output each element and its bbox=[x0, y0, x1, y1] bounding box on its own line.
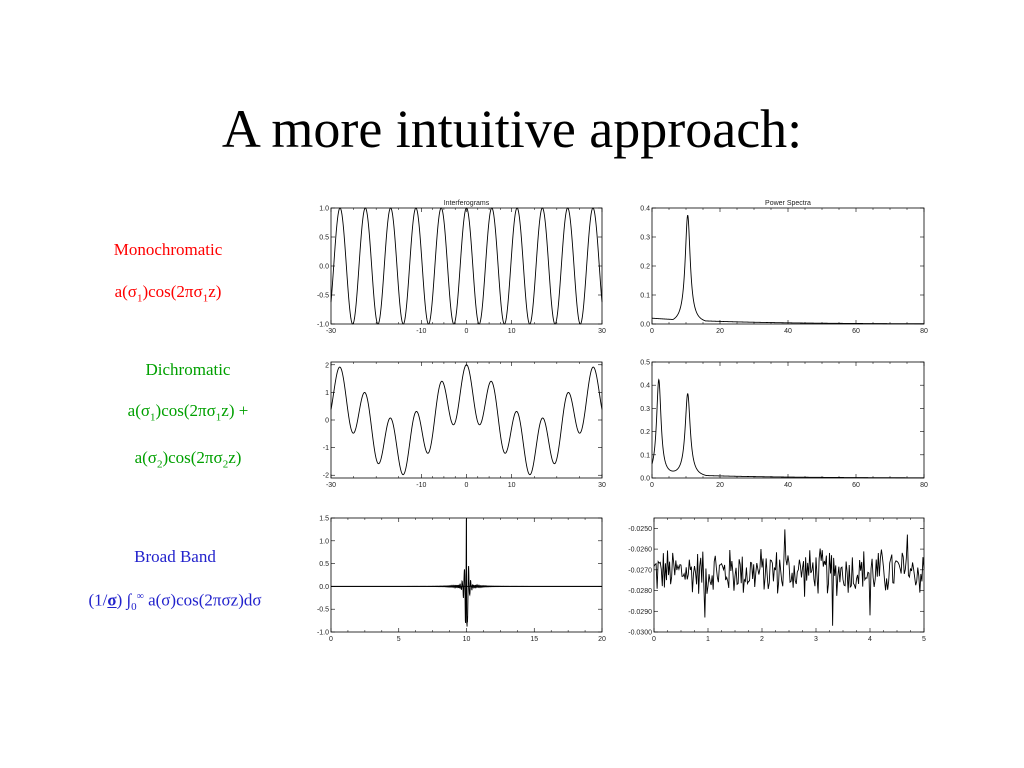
monochromatic-heading: Monochromatic bbox=[113, 240, 223, 259]
x-tick-label: 60 bbox=[852, 328, 860, 335]
x-tick-label: 4 bbox=[868, 636, 872, 643]
y-tick-label: 0.5 bbox=[319, 561, 329, 568]
chart-spectrum-dichromatic: 0 20 40 60 80 0.5 0.4 0.3 0.2 0.1 0.0 bbox=[640, 360, 928, 490]
chart-title: Interferograms bbox=[444, 200, 490, 207]
monochromatic-formula: a(σ1)cos(2πσ1z) bbox=[114, 282, 222, 305]
slide-title: A more intuitive approach: bbox=[221, 99, 803, 159]
label-monochromatic: Monochromatic a(σ1)cos(2πσ1z) bbox=[88, 240, 248, 308]
chart-spectrum-broadband: 0 1 2 3 4 5 -0.0250 -0.0260 -0.0270 -0.0280 -0.029… bbox=[628, 517, 926, 643]
y-tick-label: 0.0 bbox=[640, 322, 650, 329]
y-tick-label: 0 bbox=[325, 418, 329, 425]
x-tick-label: 30 bbox=[598, 482, 606, 489]
chart-interferogram-monochromatic: Interferograms -30 -10 0 10 30 1.0 0.5 0.0 -0.5 -1… bbox=[317, 200, 606, 335]
x-tick-label: 2 bbox=[760, 636, 764, 643]
x-tick-label: 20 bbox=[598, 636, 606, 643]
label-dichromatic: Dichromatic a(σ1)cos(2πσ1z) + a(σ2)cos(2… bbox=[98, 360, 278, 475]
x-tick-label: 5 bbox=[397, 636, 401, 643]
chart-spectrum-monochromatic: Power Spectra 0 20 40 60 80 0.4 0.3 0.2 0.1 0.0 bbox=[640, 200, 928, 335]
x-tick-label: -10 bbox=[416, 482, 426, 489]
y-tick-label: 0.0 bbox=[319, 584, 329, 591]
y-tick-label: -0.0280 bbox=[628, 588, 652, 595]
x-tick-label: 1 bbox=[706, 636, 710, 643]
y-tick-label: 0.0 bbox=[640, 476, 650, 483]
x-tick-label: 15 bbox=[530, 636, 538, 643]
y-tick-label: 1.0 bbox=[319, 538, 329, 545]
broadband-heading: Broad Band bbox=[134, 547, 216, 566]
y-tick-label: -0.5 bbox=[317, 293, 329, 300]
x-tick-label: 0 bbox=[465, 328, 469, 335]
x-tick-label: 10 bbox=[463, 636, 471, 643]
y-tick-label: -0.0300 bbox=[628, 630, 652, 637]
y-tick-label: -1 bbox=[323, 445, 329, 452]
plot-frame bbox=[651, 361, 925, 479]
y-tick-label: 0.2 bbox=[640, 429, 650, 436]
y-tick-label: -1.0 bbox=[317, 322, 329, 329]
y-tick-label: 0.3 bbox=[640, 235, 650, 242]
y-tick-label: -0.5 bbox=[317, 607, 329, 614]
x-tick-label: 10 bbox=[508, 482, 516, 489]
y-tick-label: -2 bbox=[323, 473, 329, 480]
chart-interferogram-broadband: 0 5 10 15 20 1.5 1.0 0.5 0.0 -0.5 -1.0 bbox=[317, 516, 606, 644]
dichromatic-formula-line2: a(σ2)cos(2πσ2z) bbox=[134, 448, 242, 471]
y-tick-label: 0.3 bbox=[640, 406, 650, 413]
plot-frame bbox=[330, 361, 603, 479]
y-tick-label: 2 bbox=[325, 362, 329, 369]
series-line bbox=[651, 378, 924, 479]
y-tick-label: 0.0 bbox=[319, 264, 329, 271]
y-tick-label: 0.1 bbox=[640, 452, 650, 459]
y-tick-label: -0.0260 bbox=[628, 547, 652, 554]
y-tick-label: -0.0290 bbox=[628, 609, 652, 616]
x-tick-label: 0 bbox=[650, 482, 654, 489]
plot-frame bbox=[651, 207, 925, 325]
y-tick-label: 0.2 bbox=[640, 264, 650, 271]
label-broadband: Broad Band (1/σ) ∫0∞ a(σ)cos(2πσz)dσ bbox=[40, 547, 310, 617]
y-tick-label: 1.5 bbox=[319, 516, 329, 523]
x-tick-label: 30 bbox=[598, 328, 606, 335]
y-tick-label: 1 bbox=[325, 390, 329, 397]
series-line bbox=[331, 517, 602, 627]
x-tick-label: 20 bbox=[716, 482, 724, 489]
x-tick-label: 40 bbox=[784, 482, 792, 489]
x-tick-label: 3 bbox=[814, 636, 818, 643]
x-tick-label: -30 bbox=[326, 482, 336, 489]
chart-title: Power Spectra bbox=[765, 200, 811, 207]
y-tick-label: -0.0250 bbox=[628, 526, 652, 533]
x-tick-label: -10 bbox=[416, 328, 426, 335]
y-tick-label: 0.5 bbox=[640, 360, 650, 367]
y-tick-label: 0.4 bbox=[640, 206, 650, 213]
x-tick-label: 0 bbox=[652, 636, 656, 643]
y-tick-label: 1.0 bbox=[319, 206, 329, 213]
broadband-formula: (1/σ) ∫0∞ a(σ)cos(2πσz)dσ bbox=[88, 590, 262, 614]
x-tick-label: 40 bbox=[784, 328, 792, 335]
series-line bbox=[330, 364, 603, 476]
x-tick-label: 5 bbox=[922, 636, 926, 643]
y-tick-label: -1.0 bbox=[317, 630, 329, 637]
x-tick-label: 60 bbox=[852, 482, 860, 489]
series-line bbox=[653, 529, 925, 626]
y-tick-label: -0.0270 bbox=[628, 567, 652, 574]
x-tick-label: -30 bbox=[326, 328, 336, 335]
y-tick-label: 0.1 bbox=[640, 293, 650, 300]
x-tick-label: 80 bbox=[920, 482, 928, 489]
series-line bbox=[651, 214, 924, 325]
plot-frame bbox=[653, 517, 925, 633]
x-tick-label: 80 bbox=[920, 328, 928, 335]
x-tick-label: 0 bbox=[329, 636, 333, 643]
dichromatic-heading: Dichromatic bbox=[145, 360, 231, 379]
dichromatic-formula-line1: a(σ1)cos(2πσ1z) + bbox=[127, 401, 249, 424]
y-tick-label: 0.5 bbox=[319, 235, 329, 242]
x-tick-label: 20 bbox=[716, 328, 724, 335]
y-tick-label: 0.4 bbox=[640, 383, 650, 390]
x-tick-label: 0 bbox=[465, 482, 469, 489]
x-tick-label: 10 bbox=[508, 328, 516, 335]
series-line bbox=[330, 207, 603, 325]
x-tick-label: 0 bbox=[650, 328, 654, 335]
